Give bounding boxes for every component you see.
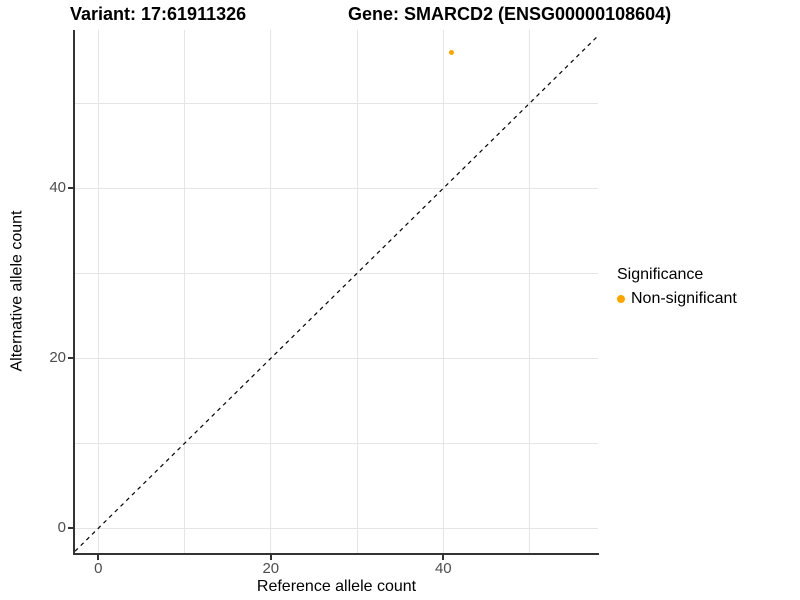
gridline-x-10: [184, 30, 186, 553]
y-tick-label-40: 40: [49, 179, 66, 197]
x-tick-label-0: 0: [94, 560, 103, 577]
x-tick-0: [97, 555, 100, 560]
gridline-y-40: [75, 187, 598, 189]
legend: Significance Non-significant: [617, 266, 737, 308]
legend-item-label: Non-significant: [631, 290, 737, 307]
plot-panel: [75, 30, 598, 553]
gridline-x-0: [97, 30, 99, 553]
gridline-x-40: [442, 30, 444, 553]
x-axis-title: Reference allele count: [256, 578, 417, 595]
plot-title-gene: Gene: SMARCD2 (ENSG00000108604): [348, 4, 672, 24]
gridline-x-20: [270, 30, 272, 553]
y-tick-0: [68, 527, 73, 530]
gridline-y-0: [75, 527, 598, 529]
gridline-y-30: [75, 272, 598, 274]
legend-title: Significance: [617, 266, 704, 283]
gridline-y-50: [75, 102, 598, 104]
x-tick-20: [269, 555, 272, 560]
y-tick-20: [68, 357, 73, 360]
legend-key-dot-icon: [617, 295, 625, 303]
gridline-x-50: [529, 30, 531, 553]
x-tick-40: [442, 555, 445, 560]
plot-title-variant: Variant: 17:61911326: [70, 4, 247, 24]
y-tick-label-20: 20: [49, 349, 66, 367]
gridline-x-30: [356, 30, 358, 553]
y-axis-line: [73, 30, 75, 555]
identity-line-layer: [75, 35, 598, 552]
y-tick-label-0: 0: [57, 519, 66, 537]
x-tick-label-40: 40: [434, 560, 452, 577]
identity-line: [75, 35, 598, 552]
y-tick-40: [68, 187, 73, 190]
y-axis-title: Alternative allele count: [8, 210, 26, 372]
x-tick-label-20: 20: [262, 560, 280, 577]
gridline-y-20: [75, 357, 598, 359]
x-axis-line: [73, 553, 599, 555]
data-point: [449, 49, 455, 55]
legend-item: Non-significant: [617, 290, 737, 308]
gridline-y-10: [75, 442, 598, 444]
